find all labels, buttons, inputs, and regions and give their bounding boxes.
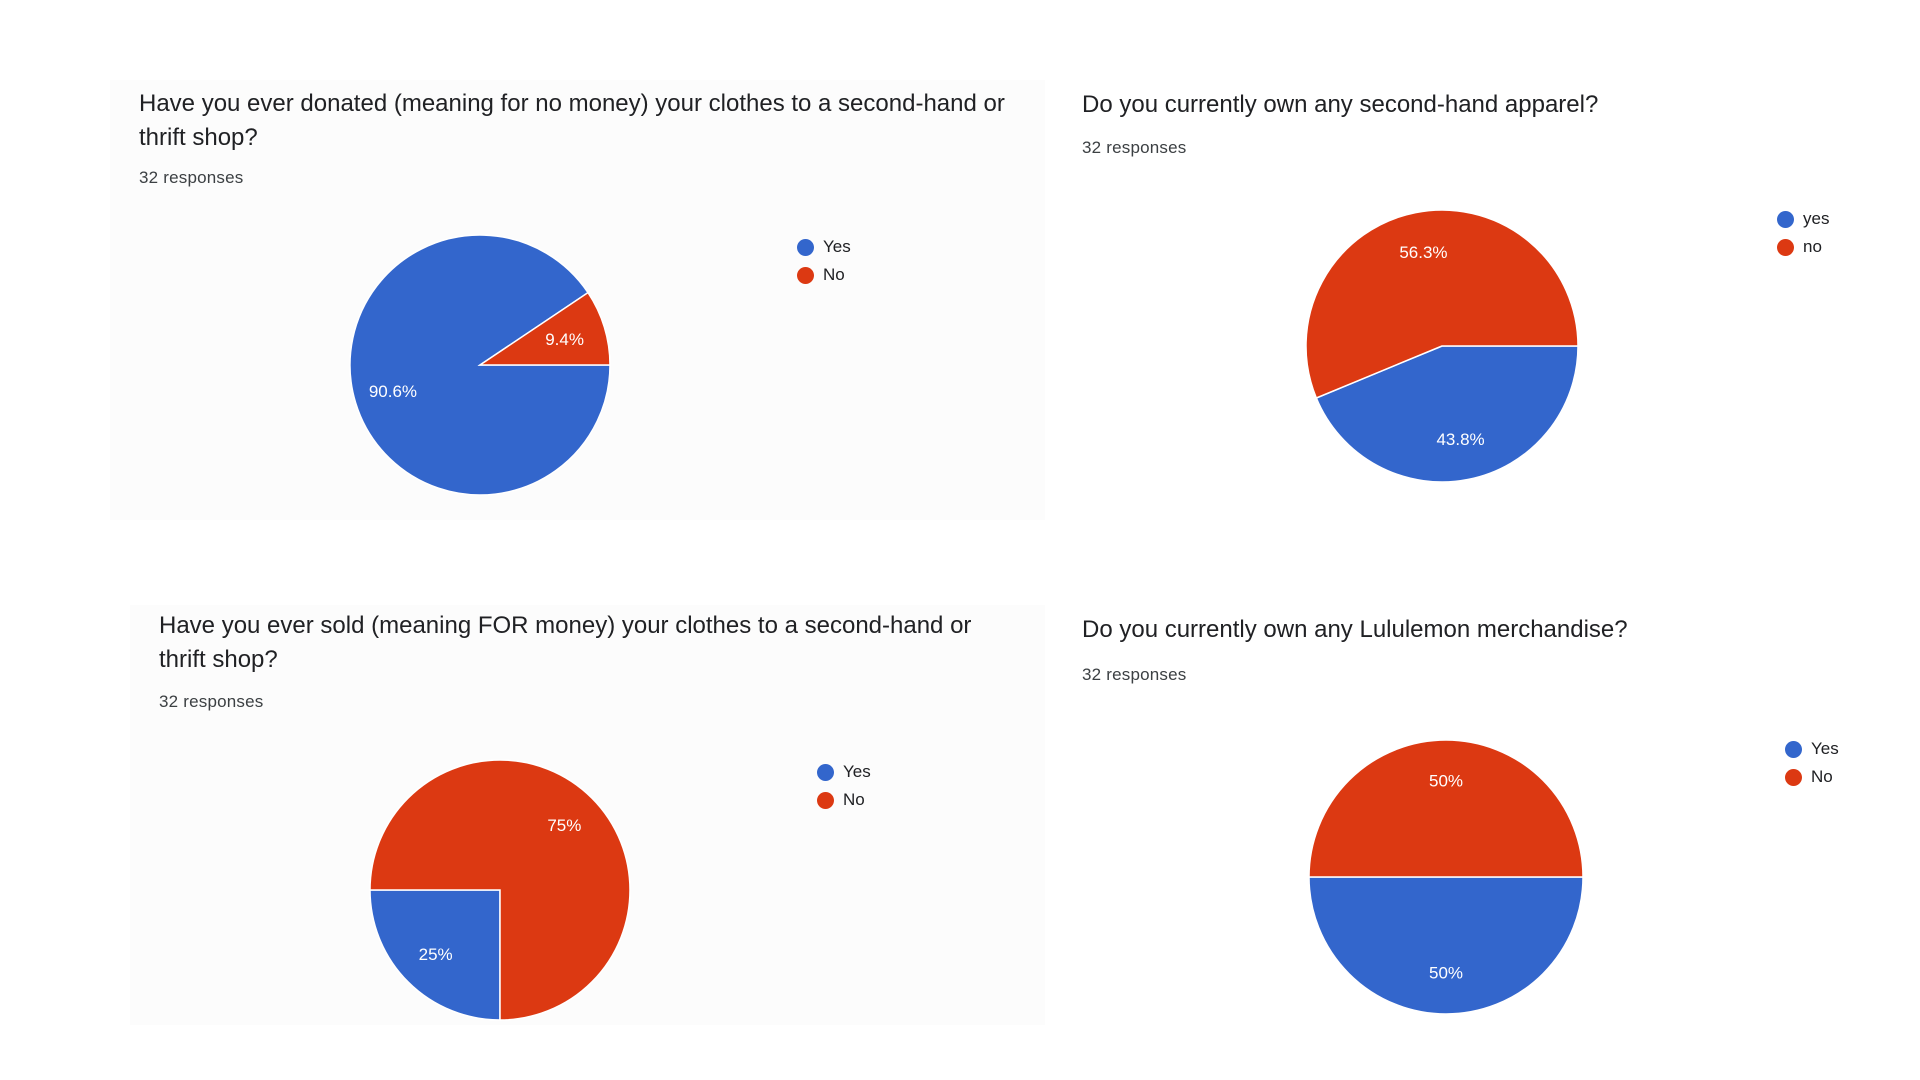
response-count: 32 responses [139, 168, 244, 187]
pie-slice-no[interactable] [1305, 209, 1579, 399]
slice-label-no: 56.3% [1399, 243, 1447, 262]
legend-label: No [823, 265, 845, 284]
legend-swatch [817, 763, 834, 781]
chart-title: Do you currently own any second-hand app… [1082, 91, 1599, 118]
legend-swatch [1785, 768, 1802, 786]
slice-label-yes: 25% [419, 945, 453, 964]
chart-legend: Yes No [817, 758, 871, 814]
legend-item-no[interactable]: No [817, 786, 871, 814]
chart-title: Have you ever donated (meaning for no mo… [139, 90, 1005, 151]
slice-label-no: 75% [547, 816, 581, 835]
pie-slice-no[interactable] [369, 759, 631, 1021]
slice-label-no: 9.4% [545, 330, 584, 349]
legend-label: no [1803, 237, 1822, 256]
legend-swatch [1777, 210, 1794, 228]
chart-title: Have you ever sold (meaning FOR money) y… [159, 612, 972, 673]
chart-card-secondhand-apparel: Do you currently own any second-hand app… [1070, 80, 1915, 520]
response-count: 32 responses [1082, 138, 1187, 157]
slice-label-yes: 90.6% [369, 382, 417, 401]
chart-legend: yes no [1777, 205, 1829, 261]
legend-item-no[interactable]: no [1777, 233, 1829, 261]
pie-slice-no[interactable] [477, 291, 611, 366]
pie-slice-yes[interactable] [1315, 345, 1579, 483]
response-count: 32 responses [159, 692, 264, 711]
legend-swatch [1777, 238, 1794, 256]
response-count: 32 responses [1082, 665, 1187, 684]
slice-label-yes: 43.8% [1436, 430, 1484, 449]
legend-item-yes[interactable]: Yes [1785, 735, 1839, 763]
slice-label-no: 50% [1429, 772, 1463, 791]
slice-label-yes: 50% [1429, 963, 1463, 982]
pie-chart: 50% 50% [1308, 739, 1584, 1015]
legend-label: yes [1803, 209, 1830, 228]
legend-label: Yes [1811, 739, 1839, 758]
legend-item-yes[interactable]: Yes [797, 233, 851, 261]
legend-swatch [1785, 740, 1802, 758]
legend-label: Yes [823, 237, 851, 256]
legend-item-yes[interactable]: yes [1777, 205, 1829, 233]
legend-item-no[interactable]: No [1785, 763, 1839, 791]
legend-item-yes[interactable]: Yes [817, 758, 871, 786]
legend-item-no[interactable]: No [797, 261, 851, 289]
pie-chart: 25% 75% [369, 759, 631, 1021]
legend-label: Yes [843, 762, 871, 781]
pie-slice-no[interactable] [1308, 739, 1584, 878]
chart-title: Do you currently own any Lululemon merch… [1082, 616, 1628, 643]
legend-swatch [797, 266, 814, 284]
legend-swatch [797, 238, 814, 256]
pie-chart: 90.6% 9.4% [349, 234, 611, 496]
chart-legend: Yes No [797, 233, 851, 289]
legend-swatch [817, 791, 834, 809]
chart-card-lululemon: Do you currently own any Lululemon merch… [1070, 605, 1915, 1025]
chart-card-sold: Have you ever sold (meaning FOR money) y… [130, 605, 1045, 1025]
pie-chart: 43.8% 56.3% [1305, 209, 1579, 483]
pie-slice-yes[interactable] [1308, 876, 1584, 1015]
chart-card-donated: Have you ever donated (meaning for no mo… [110, 80, 1045, 520]
pie-slice-yes[interactable] [369, 889, 501, 1021]
chart-legend: Yes No [1785, 735, 1839, 791]
legend-label: No [843, 790, 865, 809]
legend-label: No [1811, 767, 1833, 786]
